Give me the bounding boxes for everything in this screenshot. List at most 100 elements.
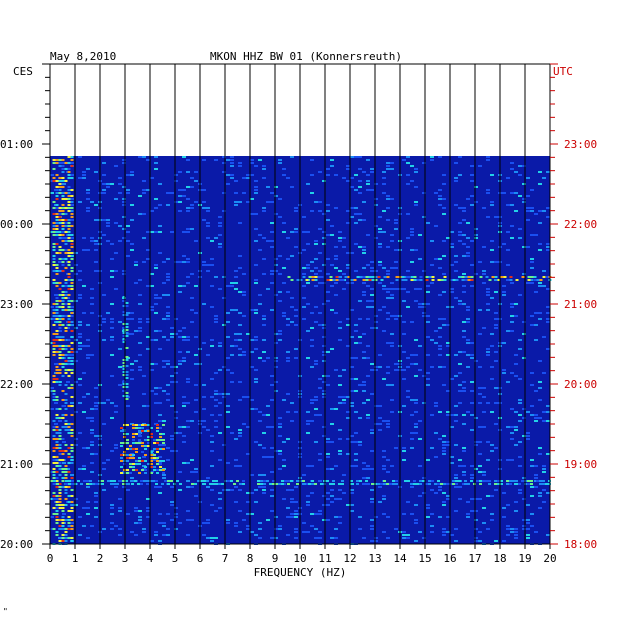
heatmap-cell: [326, 441, 330, 443]
heatmap-cell: [338, 237, 342, 239]
heatmap-cell: [458, 240, 462, 242]
heatmap-cell: [538, 318, 542, 320]
heatmap-cell: [55, 513, 59, 515]
heatmap-cell: [64, 465, 68, 467]
heatmap-cell: [202, 261, 206, 263]
heatmap-cell: [438, 294, 442, 296]
heatmap-cell: [474, 273, 478, 275]
heatmap-cell: [434, 258, 438, 260]
heatmap-cell: [270, 489, 274, 491]
heatmap-cell: [510, 204, 514, 206]
heatmap-cell: [458, 351, 462, 353]
heatmap-cell: [67, 351, 71, 353]
heatmap-cell: [146, 336, 150, 338]
heatmap-cell: [362, 357, 366, 359]
heatmap-cell: [402, 351, 406, 353]
heatmap-cell: [78, 402, 82, 404]
heatmap-cell: [202, 207, 206, 209]
heatmap-cell: [326, 291, 330, 293]
heatmap-cell: [406, 396, 410, 398]
heatmap-cell: [478, 261, 482, 263]
heatmap-cell: [306, 243, 310, 245]
heatmap-cell: [90, 312, 94, 314]
heatmap-cell: [52, 342, 56, 344]
heatmap-cell: [442, 450, 446, 452]
heatmap-cell: [437, 480, 440, 482]
heatmap-cell: [302, 531, 306, 533]
heatmap-cell: [281, 483, 284, 485]
heatmap-cell: [126, 189, 130, 191]
heatmap-cell: [392, 483, 395, 485]
heatmap-cell: [386, 270, 390, 272]
heatmap-cell: [126, 513, 130, 515]
heatmap-cell: [538, 417, 542, 419]
heatmap-cell: [70, 243, 74, 245]
heatmap-cell: [78, 297, 82, 299]
heatmap-cell: [314, 399, 318, 401]
heatmap-cell: [135, 451, 138, 453]
heatmap-cell: [503, 276, 507, 278]
heatmap-cell: [296, 483, 299, 485]
heatmap-cell: [202, 483, 206, 485]
x-tick-label: 5: [172, 552, 179, 565]
heatmap-cell: [94, 249, 98, 251]
heatmap-cell: [414, 432, 418, 434]
heatmap-cell: [290, 402, 294, 404]
heatmap-cell: [366, 159, 370, 161]
heatmap-cell: [486, 348, 490, 350]
heatmap-cell: [518, 492, 522, 494]
heatmap-cell: [266, 456, 270, 458]
heatmap-cell: [514, 531, 518, 533]
heatmap-cell: [170, 438, 174, 440]
heatmap-cell: [130, 318, 134, 320]
x-tick-label: 20: [543, 552, 556, 565]
heatmap-cell: [67, 375, 71, 377]
heatmap-cell: [318, 252, 322, 254]
heatmap-cell: [178, 261, 182, 263]
heatmap-cell: [138, 460, 141, 462]
heatmap-cell: [140, 483, 143, 485]
heatmap-cell: [274, 258, 278, 260]
heatmap-cell: [458, 498, 462, 500]
heatmap-cell: [318, 414, 322, 416]
heatmap-cell: [210, 339, 214, 341]
heatmap-cell: [443, 279, 447, 281]
heatmap-cell: [269, 483, 272, 485]
x-tick-label: 0: [47, 552, 54, 565]
heatmap-cell: [55, 252, 59, 254]
heatmap-cell: [226, 285, 230, 287]
heatmap-cell: [67, 285, 71, 287]
heatmap-cell: [346, 318, 350, 320]
heatmap-cell: [262, 432, 266, 434]
heatmap-cell: [446, 237, 450, 239]
heatmap-cell: [218, 459, 222, 461]
heatmap-cell: [443, 483, 446, 485]
heatmap-cell: [322, 375, 326, 377]
heatmap-cell: [58, 420, 62, 422]
heatmap-cell: [334, 465, 338, 467]
heatmap-cell: [234, 438, 238, 440]
heatmap-cell: [534, 417, 538, 419]
heatmap-cell: [158, 252, 162, 254]
heatmap-cell: [434, 402, 438, 404]
heatmap-cell: [67, 195, 71, 197]
heatmap-cell: [370, 294, 374, 296]
heatmap-cell: [326, 504, 330, 506]
heatmap-cell: [54, 189, 58, 191]
heatmap-cell: [450, 306, 454, 308]
heatmap-cell: [402, 534, 406, 536]
heatmap-cell: [466, 309, 470, 311]
heatmap-cell: [418, 495, 422, 497]
heatmap-cell: [390, 333, 394, 335]
heatmap-cell: [122, 327, 126, 329]
heatmap-cell: [514, 375, 518, 377]
heatmap-cell: [314, 285, 318, 287]
heatmap-cell: [406, 306, 410, 308]
heatmap-cell: [314, 363, 318, 365]
heatmap-cell: [318, 510, 322, 512]
heatmap-cell: [274, 390, 278, 392]
heatmap-cell: [430, 531, 434, 533]
heatmap-cell: [174, 174, 178, 176]
heatmap-cell: [462, 471, 466, 473]
heatmap-cell: [458, 207, 462, 209]
